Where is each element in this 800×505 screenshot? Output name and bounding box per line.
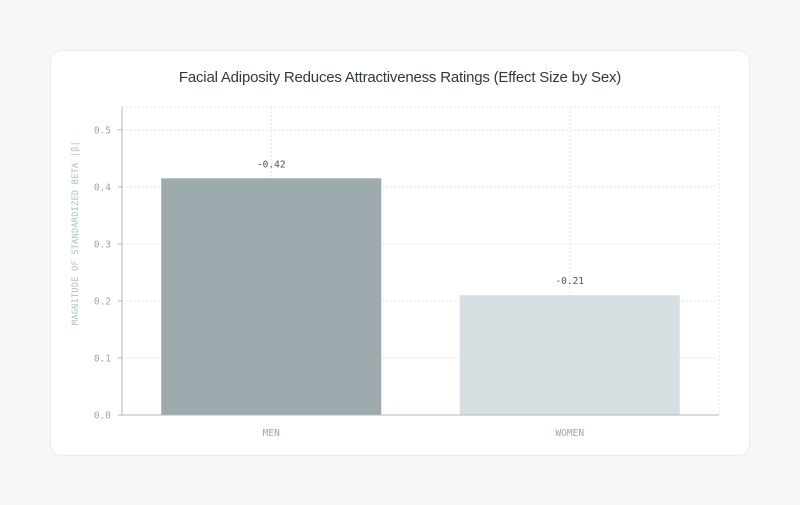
y-tick-label: 0.2 bbox=[94, 296, 111, 307]
y-tick-label: 0.0 bbox=[94, 411, 111, 422]
bar-chart: 0.0 0.1 0.2 0.3 0.4 0.5 -0.42 MEN -0.21 WOMEN MAG… bbox=[71, 106, 720, 439]
y-tick-label: 0.3 bbox=[94, 239, 111, 250]
data-label: -0.42 bbox=[257, 159, 286, 170]
bar-men bbox=[161, 178, 382, 415]
x-tick-label: WOMEN bbox=[555, 428, 584, 439]
bar-women bbox=[459, 295, 680, 415]
y-tick-label: 0.4 bbox=[94, 182, 111, 193]
axes-layer bbox=[118, 107, 719, 416]
labels-layer: 0.0 0.1 0.2 0.3 0.4 0.5 -0.42 MEN -0.21 WOMEN bbox=[94, 125, 584, 439]
y-axis-label: MAGNITUDE OF STANDARDIZED BETA |β| bbox=[71, 141, 81, 325]
bars-layer bbox=[161, 178, 680, 415]
y-tick-label: 0.5 bbox=[94, 125, 111, 136]
chart-title: Facial Adiposity Reduces Attractiveness … bbox=[178, 69, 622, 86]
chart-card: Facial Adiposity Reduces Attractiveness … bbox=[50, 50, 750, 456]
x-tick-label: MEN bbox=[263, 428, 280, 439]
y-tick-label: 0.1 bbox=[94, 353, 111, 364]
data-label: -0.21 bbox=[555, 276, 584, 287]
